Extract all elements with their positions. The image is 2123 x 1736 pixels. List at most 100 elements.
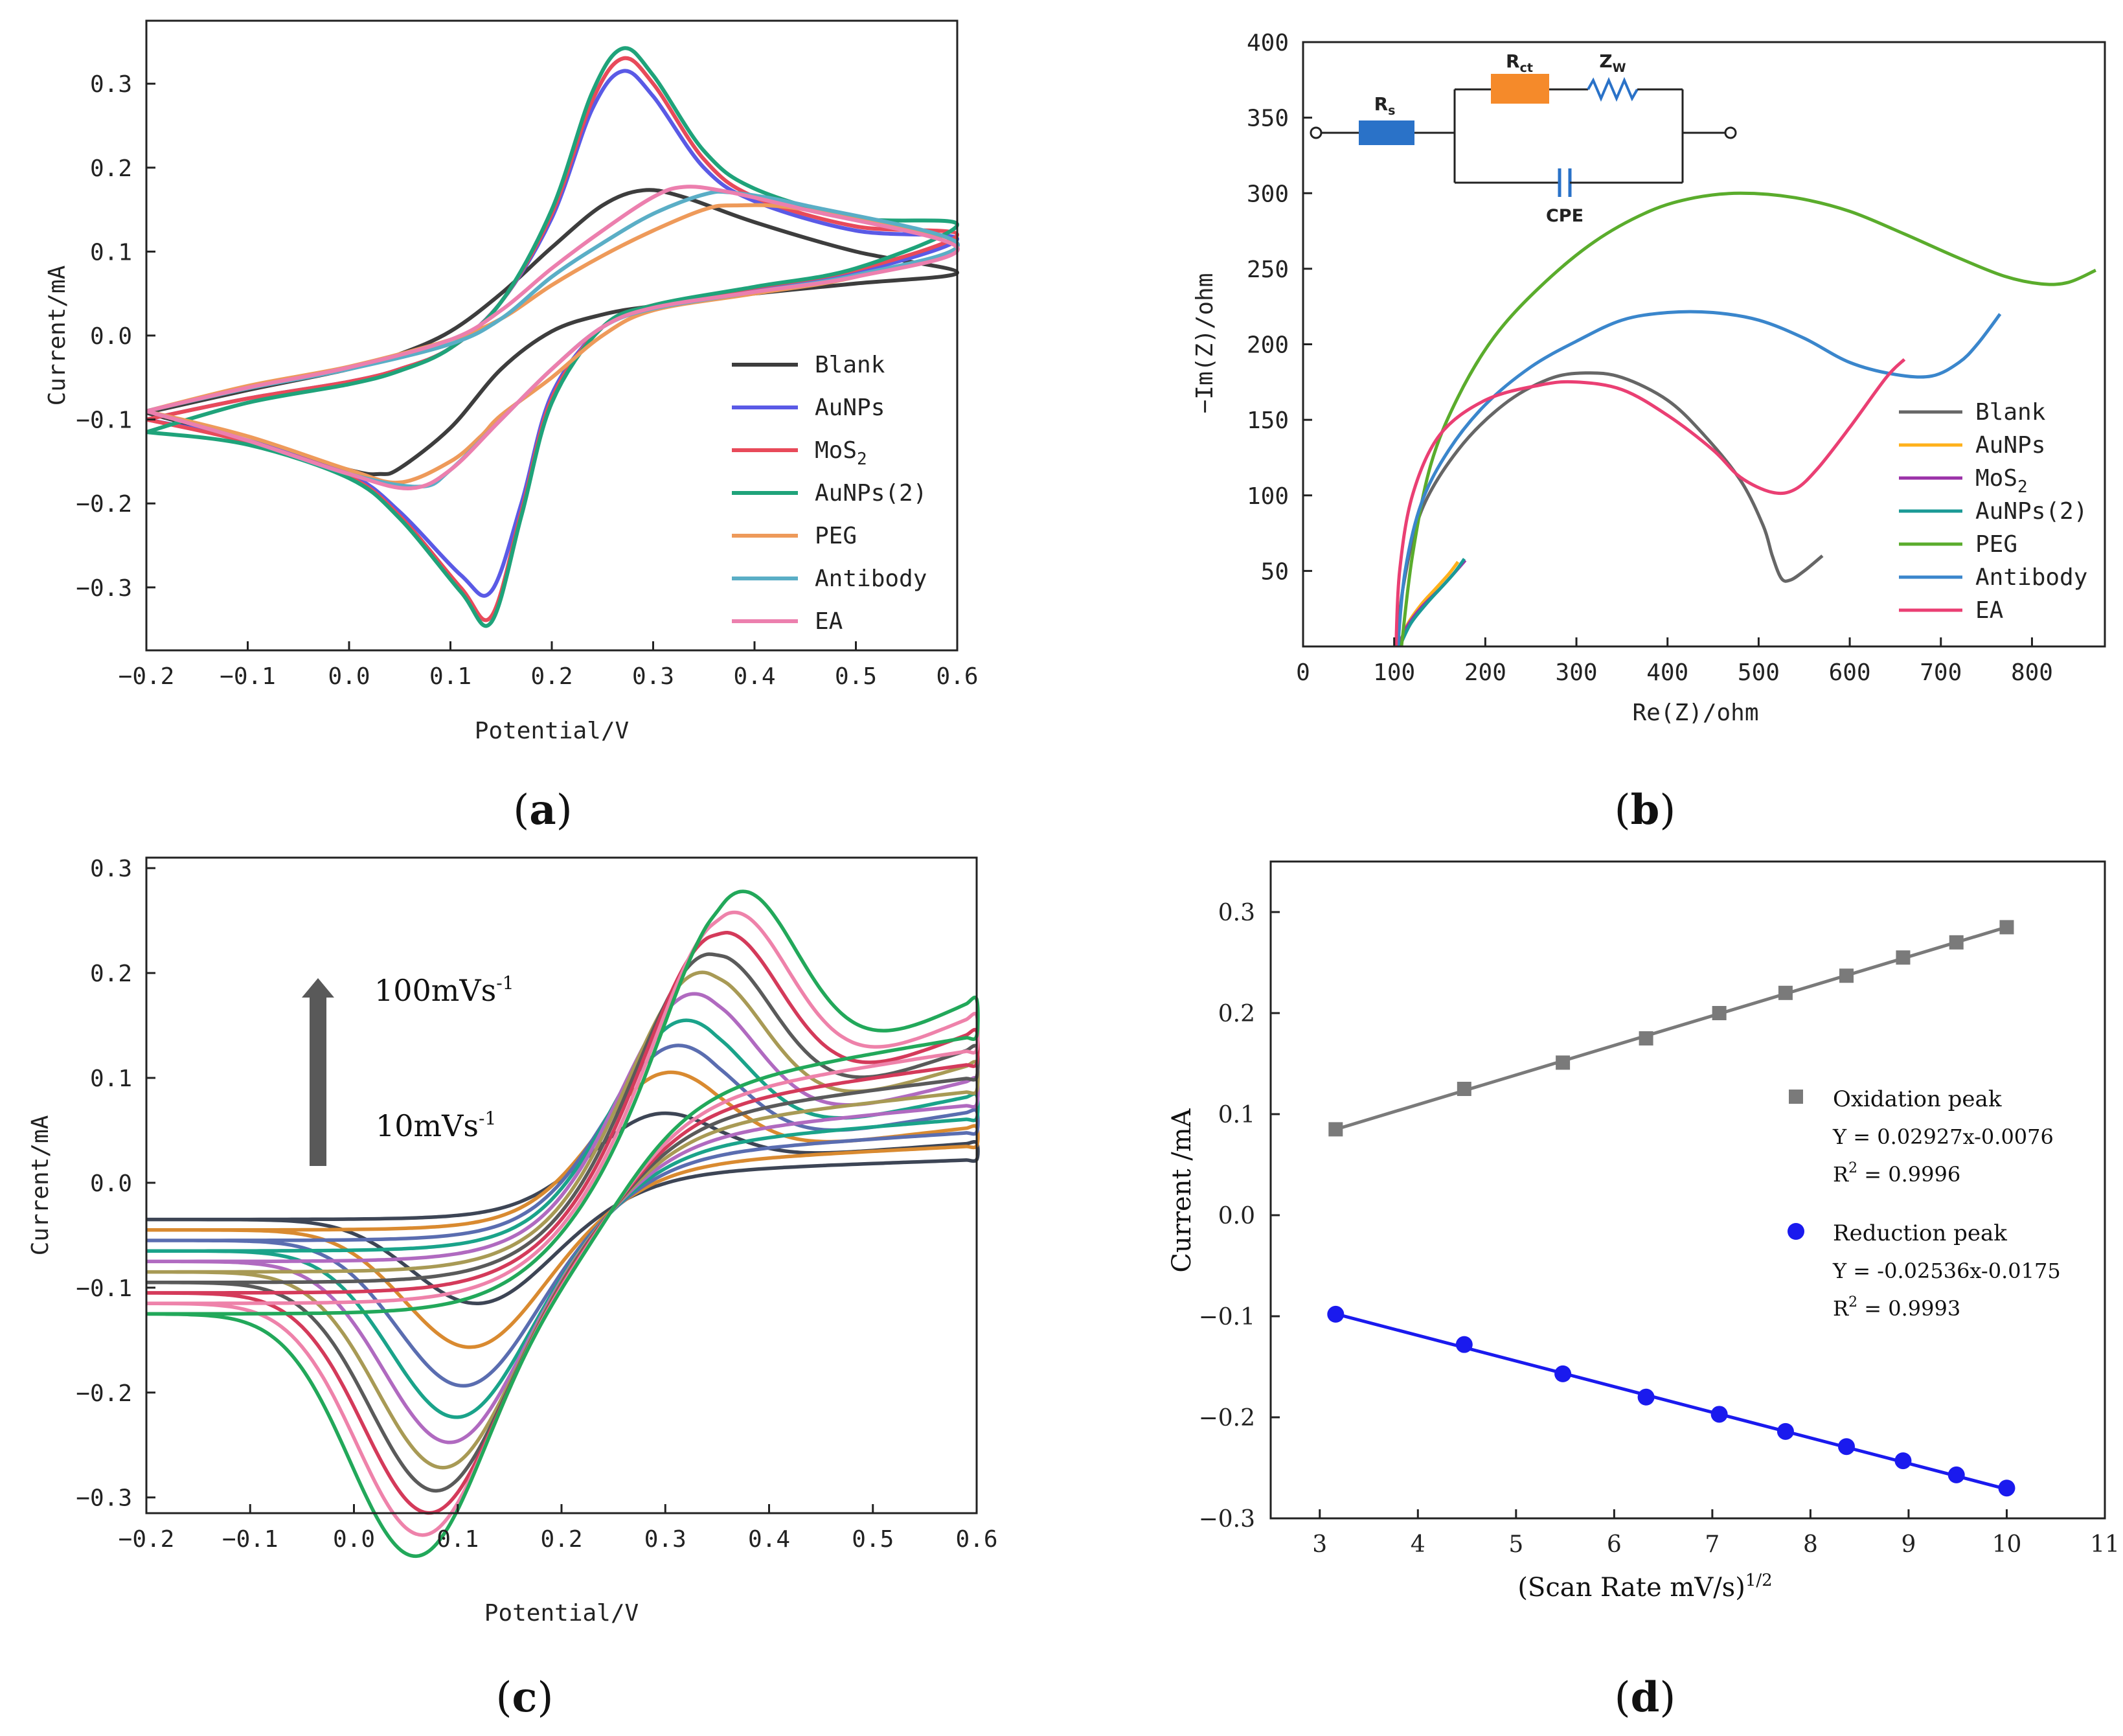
panel-d-point-oxidation — [1999, 920, 2014, 935]
panel-b-xtick-label: 700 — [1920, 659, 1962, 686]
panel-b-ytick-label: 350 — [1247, 106, 1289, 132]
panel-d-xtick-label: 6 — [1607, 1531, 1622, 1558]
panel-c-series-6 — [146, 952, 980, 1493]
panel-a-series-0 — [146, 188, 960, 477]
panel-c-xtick-label: 0.5 — [852, 1526, 894, 1553]
panel-c-xtick-label: 0.4 — [748, 1526, 790, 1553]
panel-c-series-2 — [146, 1044, 980, 1388]
panel-d-ytick-label: 0.1 — [1218, 1102, 1255, 1128]
panel-d-ytick-label: 0.2 — [1218, 1001, 1255, 1027]
panel-a-ytick-label: 0.2 — [90, 155, 132, 182]
panel-c-ytick-label: 0.2 — [90, 961, 132, 987]
panel-d-point-oxidation — [1896, 950, 1911, 965]
circuit-rct-resistor — [1491, 74, 1549, 104]
panel-d-point-reduction — [1777, 1422, 1794, 1440]
panel-d-point-oxidation — [1457, 1082, 1471, 1096]
caption-d: (d) — [1615, 1673, 1676, 1722]
circuit-rct-label: Rct — [1506, 51, 1533, 75]
panel-a-xtick-label: −0.2 — [119, 663, 175, 690]
panel-b-xtick-label: 400 — [1646, 659, 1688, 686]
caption-a: (a) — [513, 786, 572, 834]
panel-b-series-3 — [1398, 558, 1466, 648]
panel-b-ytick-label: 100 — [1247, 483, 1289, 510]
panel-b-ytick-label: 250 — [1247, 257, 1289, 283]
panel-d-point-oxidation — [1556, 1055, 1571, 1070]
panel-d-point-reduction — [1554, 1365, 1572, 1382]
panel-c-xlabel: Potential/V — [484, 1600, 639, 1627]
panel-b-xtick-label: 300 — [1556, 659, 1598, 686]
panel-c-series-3 — [146, 1018, 980, 1419]
panel-d-ytick-label: −0.2 — [1199, 1405, 1255, 1432]
caption-b: (b) — [1615, 786, 1676, 834]
panel-d-point-oxidation — [1328, 1122, 1343, 1137]
panel-d-frame — [1269, 860, 2106, 1520]
panel-d-xtick-label: 4 — [1411, 1531, 1425, 1558]
panel-a-xtick-label: 0.4 — [733, 663, 775, 690]
panel-d-ytick-label: 0.3 — [1218, 900, 1255, 926]
panel-d-xlabel: (Scan Rate mV/s)1/2 — [1517, 1571, 1772, 1603]
panel-c-xtick-label: 0.3 — [644, 1526, 687, 1553]
panel-b-legend-label: EA — [1975, 597, 2004, 624]
panel-c-xtick-label: 0.1 — [437, 1526, 479, 1553]
panel-b-ytick-label: 300 — [1247, 181, 1289, 207]
panel-b-legend-label: AuNPs(2) — [1975, 498, 2087, 525]
panel-c-series-1 — [146, 1070, 980, 1349]
panel-d-point-oxidation — [1639, 1031, 1653, 1045]
panel-a-legend-label: AuNPs — [815, 394, 885, 421]
panel-b-ylabel: −Im(Z)/ohm — [1192, 273, 1218, 414]
panel-b-ytick-label: 200 — [1247, 332, 1289, 359]
panel-d-xtick-label: 10 — [1992, 1531, 2022, 1558]
panel-d-point-reduction — [1455, 1336, 1473, 1353]
panel-c-scanrate-cv-plot: −0.2 −0.1 0.0 0.1 0.2 0.3 0.4 0.5 0.6 −0.3 −0.2 −0.… — [27, 856, 998, 1627]
circuit-rs-label: Rs — [1374, 93, 1396, 118]
panel-d-point-oxidation — [1712, 1006, 1727, 1020]
panel-a-xtick-label: 0.2 — [530, 663, 573, 690]
panel-d-ytick-label: 0.0 — [1218, 1203, 1255, 1229]
panel-a-ytick-label: 0.3 — [90, 71, 132, 98]
circuit-zw-warburg — [1587, 76, 1639, 102]
panel-d-fit-line-0 — [1335, 925, 2008, 1131]
panel-c-arrow-head — [302, 978, 334, 998]
panel-d-legend-label: Reduction peak — [1833, 1220, 2007, 1246]
panel-a-xtick-label: 0.1 — [429, 663, 471, 690]
panel-c-ytick-label: −0.1 — [76, 1275, 132, 1302]
panel-a-ytick-label: 0.1 — [90, 239, 132, 266]
panel-b-series-5 — [1396, 310, 2002, 647]
panel-c-xtick-label: 0.6 — [955, 1526, 997, 1553]
circuit-cpe-label: CPE — [1546, 206, 1584, 226]
panel-d-xtick-label: 11 — [2090, 1531, 2120, 1558]
panel-c-frame — [145, 856, 978, 1514]
circuit-terminal-right — [1724, 126, 1737, 139]
panel-d-point-reduction — [1838, 1438, 1856, 1456]
circuit-terminal-left — [1310, 126, 1323, 139]
panel-b-series-0 — [1395, 371, 1824, 647]
panel-a-ytick-label: −0.1 — [76, 407, 132, 434]
panel-d-equation: Y = 0.02927x-0.0076 — [1832, 1125, 2054, 1149]
panel-a-ytick-label: 0.0 — [90, 323, 132, 350]
panel-d-equation: Y = -0.02536x-0.0175 — [1832, 1259, 2061, 1283]
panel-d-xtick-label: 5 — [1508, 1531, 1523, 1558]
panel-c-ytick-label: −0.2 — [76, 1380, 132, 1407]
panel-d-point-oxidation — [1839, 968, 1854, 983]
panel-c-annotation-top: 100mVs-1 — [374, 972, 514, 1008]
panel-c-ytick-label: 0.1 — [90, 1066, 132, 1092]
panel-d-xtick-label: 8 — [1803, 1531, 1818, 1558]
panel-b-ytick-label: 150 — [1247, 407, 1289, 434]
panel-a-frame — [145, 19, 959, 652]
panel-c-xtick-label: 0.2 — [540, 1526, 582, 1553]
circuit-rs-resistor — [1359, 120, 1414, 145]
panel-d-peak-current-plot: 3 4 5 6 7 8 9 10 11 −0.3 −0.2 −0.1 0.0 0.1 0.2 0.3 (Scan… — [1167, 860, 2120, 1603]
panel-a-ytick-label: −0.2 — [76, 491, 132, 518]
panel-d-legend-marker — [1788, 1223, 1804, 1240]
panel-d-point-reduction — [1998, 1479, 2015, 1497]
panel-d-ytick-label: −0.3 — [1199, 1506, 1255, 1533]
panel-a-xlabel: Potential/V — [475, 718, 629, 744]
panel-c-ytick-label: 0.0 — [90, 1171, 132, 1197]
panel-c-arrow-shaft — [310, 996, 326, 1166]
panel-d-xtick-label: 7 — [1705, 1531, 1720, 1558]
panel-b-legend-label: Antibody — [1975, 564, 2087, 591]
panel-c-series-9 — [146, 889, 980, 1559]
panel-d-point-oxidation — [1778, 985, 1793, 1000]
panel-a-cv-plot: −0.2 −0.1 0.0 0.1 0.2 0.3 0.4 0.5 0.6 −0.3 −0.2 −0.… — [44, 19, 979, 744]
panel-b-xlabel: Re(Z)/ohm — [1632, 700, 1758, 726]
